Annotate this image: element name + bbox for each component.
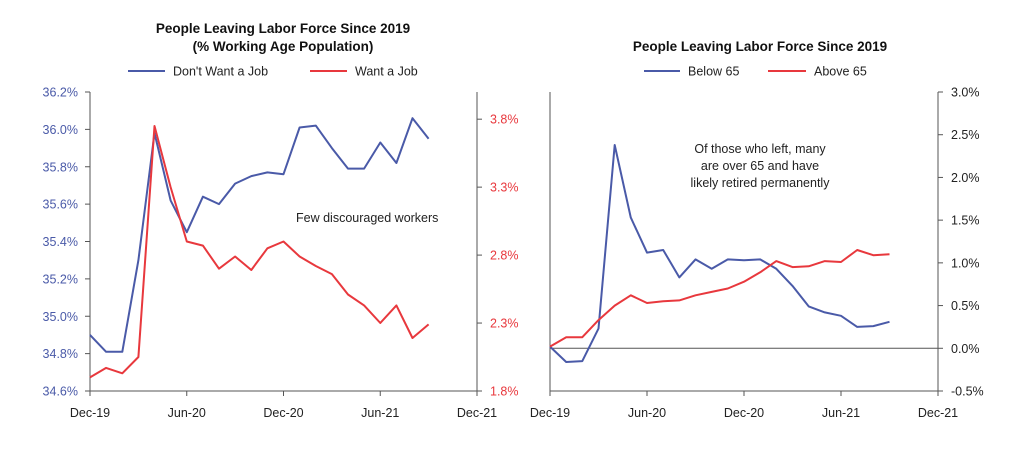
y-left-tick-label: 35.4% <box>43 235 78 249</box>
series-lines <box>89 117 430 379</box>
series-line-below-65 <box>549 144 890 363</box>
y-right-tick-label: 0.0% <box>951 342 980 356</box>
x-tick-label: Dec-20 <box>724 406 764 420</box>
y-right-tick-label: 3.3% <box>490 181 519 195</box>
x-ticks: Dec-19 Jun-20 Dec-20 Jun-21 Dec-21 <box>530 391 958 420</box>
x-tick-label: Jun-21 <box>822 406 860 420</box>
chart-subtitle: (% Working Age Population) <box>193 39 374 54</box>
y-left-tick-label: 35.6% <box>43 198 78 212</box>
annotation-line-2: are over 65 and have <box>701 159 819 173</box>
x-tick-label: Dec-19 <box>530 406 570 420</box>
legend-label-dont-want-a-job: Don't Want a Job <box>173 65 268 79</box>
y-right-tick-label: 3.0% <box>951 86 980 100</box>
y-left-tick-label: 35.8% <box>43 160 78 174</box>
y-left-tick-label: 34.8% <box>43 347 78 361</box>
series-lines <box>549 144 890 363</box>
annotation-line-3: likely retired permanently <box>691 176 831 190</box>
y-left-tick-label: 36.0% <box>43 123 78 137</box>
x-ticks: Dec-19 Jun-20 Dec-20 Jun-21 Dec-21 <box>70 391 497 420</box>
x-tick-label: Dec-19 <box>70 406 110 420</box>
chart-left: People Leaving Labor Force Since 2019 (%… <box>43 21 519 420</box>
y-right-tick-label: 3.8% <box>490 113 519 127</box>
x-tick-label: Jun-21 <box>361 406 399 420</box>
y-right-tick-label: 0.5% <box>951 299 980 313</box>
chart-title: People Leaving Labor Force Since 2019 <box>633 39 887 54</box>
y-right-tick-label: 1.8% <box>490 385 519 399</box>
y-right-tick-label: 2.3% <box>490 317 519 331</box>
series-line-don-t-want-a-job <box>89 117 430 353</box>
y-right-tick-label: 2.8% <box>490 249 519 263</box>
y-left-tick-label: 36.2% <box>43 86 78 100</box>
legend-label-want-a-job: Want a Job <box>355 65 418 79</box>
left-y-ticks: 34.6% 34.8% 35.0% 35.2% 35.4% 35.6% 35.8% 36.0%… <box>43 86 90 399</box>
y-right-tick-label: -0.5% <box>951 385 984 399</box>
annotation-line-1: Of those who left, many <box>694 142 826 156</box>
y-right-tick-label: 1.0% <box>951 256 980 270</box>
x-tick-label: Dec-21 <box>457 406 497 420</box>
x-tick-label: Jun-20 <box>628 406 666 420</box>
x-tick-label: Dec-21 <box>918 406 958 420</box>
y-left-tick-label: 35.2% <box>43 272 78 286</box>
chart-title: People Leaving Labor Force Since 2019 <box>156 21 410 36</box>
y-left-tick-label: 35.0% <box>43 310 78 324</box>
right-y-ticks: 1.8% 2.3% 2.8% 3.3% 3.8% <box>477 113 519 399</box>
y-right-tick-label: 2.5% <box>951 128 980 142</box>
x-tick-label: Dec-20 <box>263 406 303 420</box>
legend-label-below-65: Below 65 <box>688 65 739 79</box>
series-line-above-65 <box>549 249 890 348</box>
series-line-want-a-job <box>89 125 430 379</box>
x-tick-label: Jun-20 <box>168 406 206 420</box>
y-right-tick-label: 1.5% <box>951 214 980 228</box>
legend-label-above-65: Above 65 <box>814 65 867 79</box>
chart-right: People Leaving Labor Force Since 2019 Be… <box>530 39 984 420</box>
y-right-tick-label: 2.0% <box>951 171 980 185</box>
annotation-text: Few discouraged workers <box>296 211 438 225</box>
y-left-tick-label: 34.6% <box>43 385 78 399</box>
right-y-ticks: -0.5% 0.0% 0.5% 1.0% 1.5% 2.0% 2.5% 3.0% <box>938 86 984 399</box>
